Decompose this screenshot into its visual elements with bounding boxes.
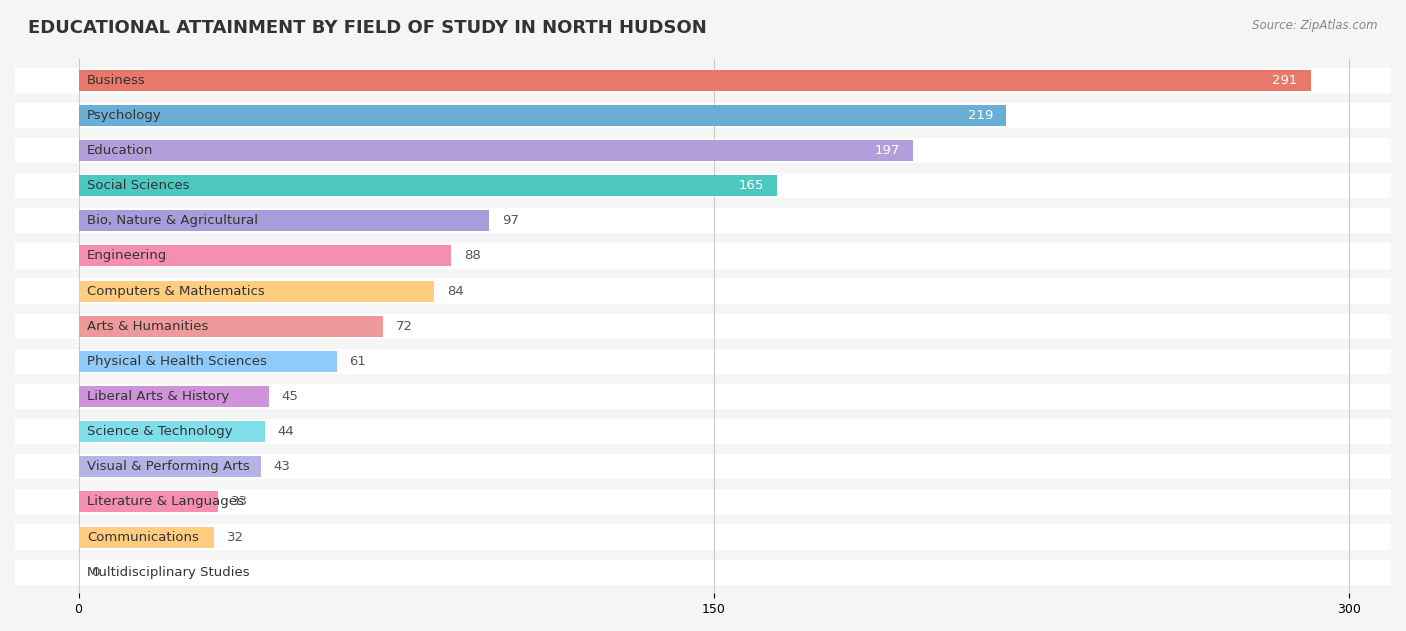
Text: 33: 33 <box>231 495 247 509</box>
Bar <box>79 456 260 477</box>
Bar <box>15 103 1391 128</box>
Bar <box>15 524 1391 550</box>
Text: Source: ZipAtlas.com: Source: ZipAtlas.com <box>1253 19 1378 32</box>
Text: Engineering: Engineering <box>87 249 167 262</box>
Bar <box>15 208 1391 233</box>
Bar <box>15 68 1391 93</box>
Bar <box>15 560 1391 585</box>
Bar <box>15 278 1391 304</box>
Text: Liberal Arts & History: Liberal Arts & History <box>87 390 229 403</box>
Text: Communications: Communications <box>87 531 198 543</box>
Bar <box>79 316 384 337</box>
Bar <box>15 489 1391 514</box>
Text: 0: 0 <box>91 566 100 579</box>
Text: 97: 97 <box>502 215 519 227</box>
Text: 291: 291 <box>1272 74 1298 86</box>
Bar <box>79 69 1310 91</box>
Bar <box>79 210 489 232</box>
Bar <box>79 351 337 372</box>
Text: 43: 43 <box>273 460 290 473</box>
Text: 219: 219 <box>967 109 993 122</box>
Bar <box>79 526 214 548</box>
Text: 61: 61 <box>350 355 367 368</box>
Text: 88: 88 <box>464 249 481 262</box>
Text: Social Sciences: Social Sciences <box>87 179 190 192</box>
Bar <box>15 244 1391 269</box>
Bar <box>79 492 218 512</box>
Text: Arts & Humanities: Arts & Humanities <box>87 320 208 333</box>
Text: Psychology: Psychology <box>87 109 162 122</box>
Bar <box>79 421 264 442</box>
Text: 32: 32 <box>226 531 243 543</box>
Bar <box>15 138 1391 163</box>
Bar <box>79 245 451 266</box>
Text: 84: 84 <box>447 285 464 298</box>
Bar <box>79 105 1005 126</box>
Bar <box>15 173 1391 198</box>
Text: EDUCATIONAL ATTAINMENT BY FIELD OF STUDY IN NORTH HUDSON: EDUCATIONAL ATTAINMENT BY FIELD OF STUDY… <box>28 19 707 37</box>
Text: Education: Education <box>87 144 153 157</box>
Text: Computers & Mathematics: Computers & Mathematics <box>87 285 264 298</box>
Bar <box>15 314 1391 339</box>
Bar <box>79 175 778 196</box>
Text: Multidisciplinary Studies: Multidisciplinary Studies <box>87 566 250 579</box>
Bar <box>79 140 912 161</box>
Text: 44: 44 <box>277 425 294 438</box>
Text: 72: 72 <box>396 320 413 333</box>
Text: Science & Technology: Science & Technology <box>87 425 232 438</box>
Text: Business: Business <box>87 74 146 86</box>
Bar <box>15 349 1391 374</box>
Bar <box>15 454 1391 480</box>
Text: 165: 165 <box>740 179 765 192</box>
Text: Literature & Languages: Literature & Languages <box>87 495 243 509</box>
Text: Visual & Performing Arts: Visual & Performing Arts <box>87 460 250 473</box>
Bar <box>15 419 1391 444</box>
Bar <box>79 386 269 407</box>
Text: Bio, Nature & Agricultural: Bio, Nature & Agricultural <box>87 215 257 227</box>
Text: 45: 45 <box>281 390 298 403</box>
Text: 197: 197 <box>875 144 900 157</box>
Bar <box>79 281 434 302</box>
Text: Physical & Health Sciences: Physical & Health Sciences <box>87 355 267 368</box>
Bar <box>15 384 1391 409</box>
